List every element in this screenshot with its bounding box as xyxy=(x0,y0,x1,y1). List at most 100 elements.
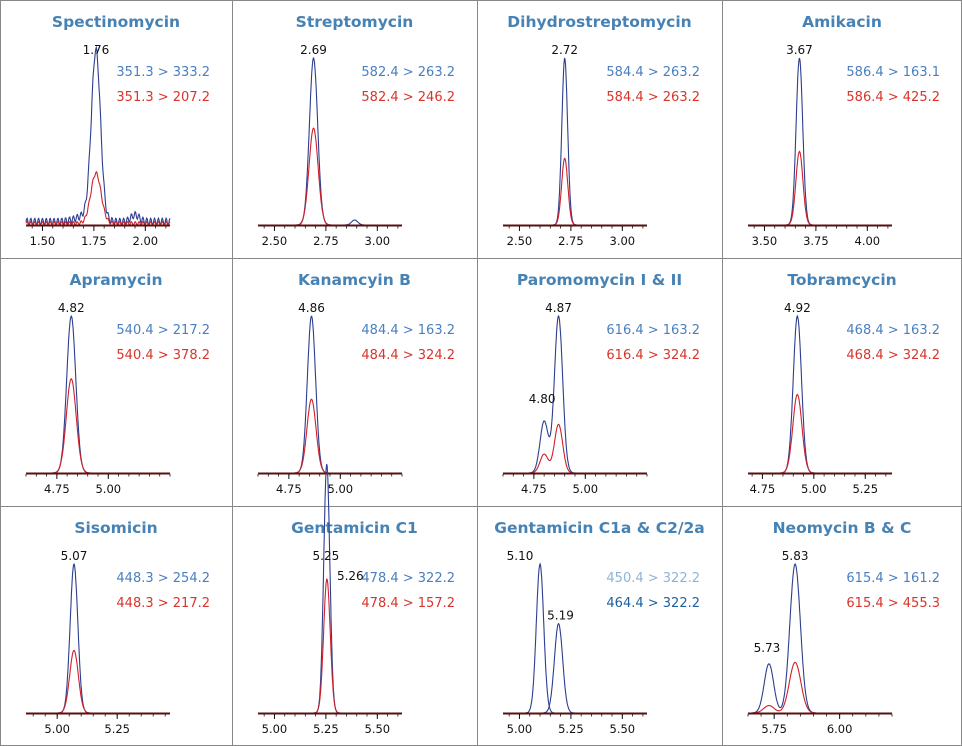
panel-title: Sisomicin xyxy=(74,519,157,537)
series-trace xyxy=(503,59,647,225)
peak-label: 2.72 xyxy=(551,43,578,57)
x-tick-label: 4.75 xyxy=(276,482,302,496)
peak-label: 4.80 xyxy=(529,392,556,406)
x-tick-label: 5.00 xyxy=(327,482,353,496)
transition-label: 584.4 > 263.2 xyxy=(606,65,700,80)
series-trace xyxy=(26,172,170,225)
peak-label: 5.19 xyxy=(547,609,574,623)
series-trace xyxy=(26,316,170,473)
panel-title: Apramycin xyxy=(70,271,163,289)
series-trace xyxy=(503,564,647,713)
panel-title: Amikacin xyxy=(802,13,882,31)
transition-label: 448.3 > 217.2 xyxy=(116,596,210,611)
x-tick-label: 4.75 xyxy=(521,482,547,496)
peak-label: 4.82 xyxy=(58,301,85,315)
transition-label: 468.4 > 163.2 xyxy=(846,323,940,338)
x-tick-label: 2.75 xyxy=(313,234,339,248)
x-tick-label: 5.50 xyxy=(365,722,391,736)
x-tick-label: 4.75 xyxy=(750,482,776,496)
transition-label: 582.4 > 263.2 xyxy=(361,65,455,80)
transition-label: 540.4 > 378.2 xyxy=(116,348,210,363)
panel-title: Gentamicin C1a & C2/2a xyxy=(494,519,705,537)
panel-title: Spectinomycin xyxy=(52,13,180,31)
series-trace xyxy=(503,424,647,473)
x-tick-label: 1.50 xyxy=(30,234,56,248)
peak-label: 5.83 xyxy=(782,549,809,563)
series-trace xyxy=(748,58,892,225)
series-trace xyxy=(748,152,892,226)
peak-label: 5.73 xyxy=(754,641,781,655)
series-trace xyxy=(748,395,892,474)
panel-title: Kanamcyin B xyxy=(298,271,411,289)
transition-label: 584.4 > 263.2 xyxy=(606,90,700,105)
x-tick-label: 5.25 xyxy=(104,722,130,736)
x-tick-label: 5.00 xyxy=(801,482,827,496)
transition-label: 450.4 > 322.2 xyxy=(606,571,700,586)
x-tick-label: 5.00 xyxy=(507,722,533,736)
transition-label: 468.4 > 324.2 xyxy=(846,348,940,363)
transition-label: 478.4 > 157.2 xyxy=(361,596,455,611)
transition-label: 586.4 > 425.2 xyxy=(846,90,940,105)
x-tick-label: 4.00 xyxy=(855,234,881,248)
transition-label: 586.4 > 163.1 xyxy=(846,65,940,80)
panel-title: Gentamicin C1 xyxy=(291,519,418,537)
panel-title: Streptomycin xyxy=(296,13,414,31)
transition-label: 478.4 > 322.2 xyxy=(361,571,455,586)
x-tick-label: 3.75 xyxy=(803,234,829,248)
series-trace xyxy=(258,128,402,225)
x-tick-label: 4.75 xyxy=(44,482,70,496)
series-trace xyxy=(258,58,402,225)
x-tick-label: 3.50 xyxy=(752,234,778,248)
x-tick-label: 3.00 xyxy=(610,234,636,248)
series-trace xyxy=(26,651,170,714)
transition-label: 464.4 > 322.2 xyxy=(606,596,700,611)
x-tick-label: 6.00 xyxy=(827,722,853,736)
series-trace xyxy=(503,624,647,713)
transition-label: 616.4 > 324.2 xyxy=(606,348,700,363)
peak-label: 5.10 xyxy=(507,549,534,563)
series-trace xyxy=(258,464,402,713)
x-tick-label: 3.00 xyxy=(365,234,391,248)
transition-label: 484.4 > 163.2 xyxy=(361,323,455,338)
transition-label: 615.4 > 455.3 xyxy=(846,596,940,611)
series-trace xyxy=(258,399,402,473)
series-trace xyxy=(258,316,402,473)
transition-label: 540.4 > 217.2 xyxy=(116,323,210,338)
peak-label: 4.87 xyxy=(545,301,572,315)
x-tick-label: 2.50 xyxy=(507,234,533,248)
series-trace xyxy=(26,564,170,713)
transition-label: 484.4 > 324.2 xyxy=(361,348,455,363)
series-trace xyxy=(748,564,892,713)
transition-label: 615.4 > 161.2 xyxy=(846,571,940,586)
transition-label: 582.4 > 246.2 xyxy=(361,90,455,105)
peak-label: 5.26 xyxy=(337,569,364,583)
transition-label: 351.3 > 207.2 xyxy=(116,90,210,105)
series-trace xyxy=(503,316,647,473)
series-trace xyxy=(26,379,170,473)
x-tick-label: 5.00 xyxy=(44,722,70,736)
panel-title: Paromomycin I & II xyxy=(517,271,682,289)
series-trace xyxy=(503,158,647,225)
x-tick-label: 1.75 xyxy=(81,234,107,248)
peak-label: 2.69 xyxy=(300,43,327,57)
x-tick-label: 2.50 xyxy=(262,234,288,248)
peak-label: 4.86 xyxy=(298,301,325,315)
peak-label: 5.25 xyxy=(313,549,340,563)
x-tick-label: 5.25 xyxy=(852,482,878,496)
x-tick-label: 5.75 xyxy=(761,722,787,736)
x-tick-label: 5.25 xyxy=(558,722,584,736)
peak-label: 4.92 xyxy=(784,301,811,315)
peak-label: 5.07 xyxy=(61,549,88,563)
transition-label: 351.3 > 333.2 xyxy=(116,65,210,80)
x-tick-label: 5.50 xyxy=(610,722,636,736)
peak-label: 1.76 xyxy=(83,43,110,57)
panel-title: Neomycin B & C xyxy=(773,519,912,537)
x-tick-label: 5.25 xyxy=(313,722,339,736)
panel-title: Dihydrostreptomycin xyxy=(507,13,691,31)
transition-label: 448.3 > 254.2 xyxy=(116,571,210,586)
x-tick-label: 2.75 xyxy=(558,234,584,248)
series-trace xyxy=(748,316,892,473)
